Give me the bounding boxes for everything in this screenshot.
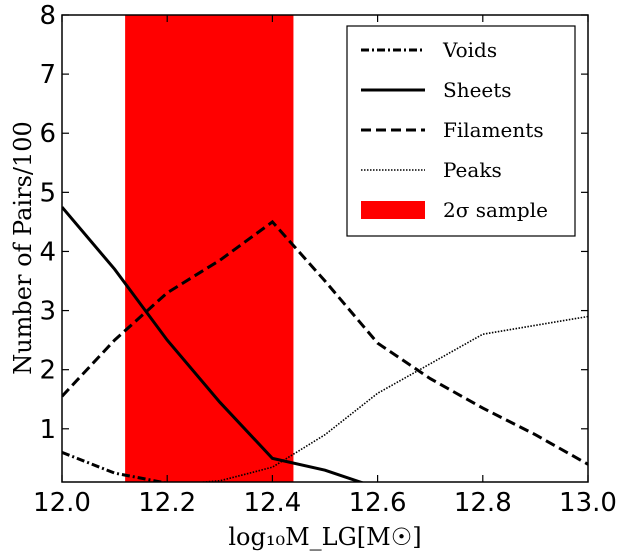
legend-label-filaments: Filaments bbox=[443, 118, 544, 142]
y-tick-label: 8 bbox=[39, 1, 56, 31]
legend: Voids Sheets Filaments Peaks 2σ sample bbox=[346, 25, 576, 237]
y-tick-label: 1 bbox=[39, 415, 56, 445]
shaded-region-2sigma bbox=[125, 15, 294, 482]
tick-layer: 12.0 12.2 12.4 12.6 12.8 13.0 1 2 3 4 5 6 7 8 bbox=[33, 1, 617, 518]
legend-label-2-sample: 2σ sample bbox=[443, 198, 548, 222]
plot-frame bbox=[61, 14, 589, 483]
x-axis-label: log₁₀M_LG[M☉] bbox=[228, 523, 421, 551]
x-tick-label: 12.4 bbox=[243, 488, 301, 518]
series-line-sheets bbox=[62, 206, 365, 482]
x-tick-label: 12.2 bbox=[138, 488, 196, 518]
y-tick-label: 2 bbox=[39, 356, 56, 386]
legend-label-peaks: Peaks bbox=[443, 158, 502, 182]
y-tick-label: 3 bbox=[39, 297, 56, 327]
legend-label-voids: Voids bbox=[442, 38, 497, 62]
x-tick-label: 12.0 bbox=[33, 488, 91, 518]
y-axis-label: Number of Pairs/100 bbox=[9, 121, 37, 375]
x-tick-label: 13.0 bbox=[559, 488, 617, 518]
y-tick-label: 6 bbox=[39, 119, 56, 149]
x-tick-label: 12.8 bbox=[454, 488, 512, 518]
y-tick-label: 4 bbox=[39, 237, 56, 267]
series-line-filaments bbox=[62, 219, 588, 466]
legend-label-sheets: Sheets bbox=[443, 78, 512, 102]
series-line-voids bbox=[62, 451, 172, 482]
legend-swatch-2-sample bbox=[361, 201, 425, 219]
y-tick-label: 5 bbox=[39, 178, 56, 208]
shaded-region-layer bbox=[125, 15, 294, 482]
series-layer bbox=[62, 206, 588, 482]
y-tick-label: 7 bbox=[39, 60, 56, 90]
x-tick-label: 12.6 bbox=[349, 488, 407, 518]
